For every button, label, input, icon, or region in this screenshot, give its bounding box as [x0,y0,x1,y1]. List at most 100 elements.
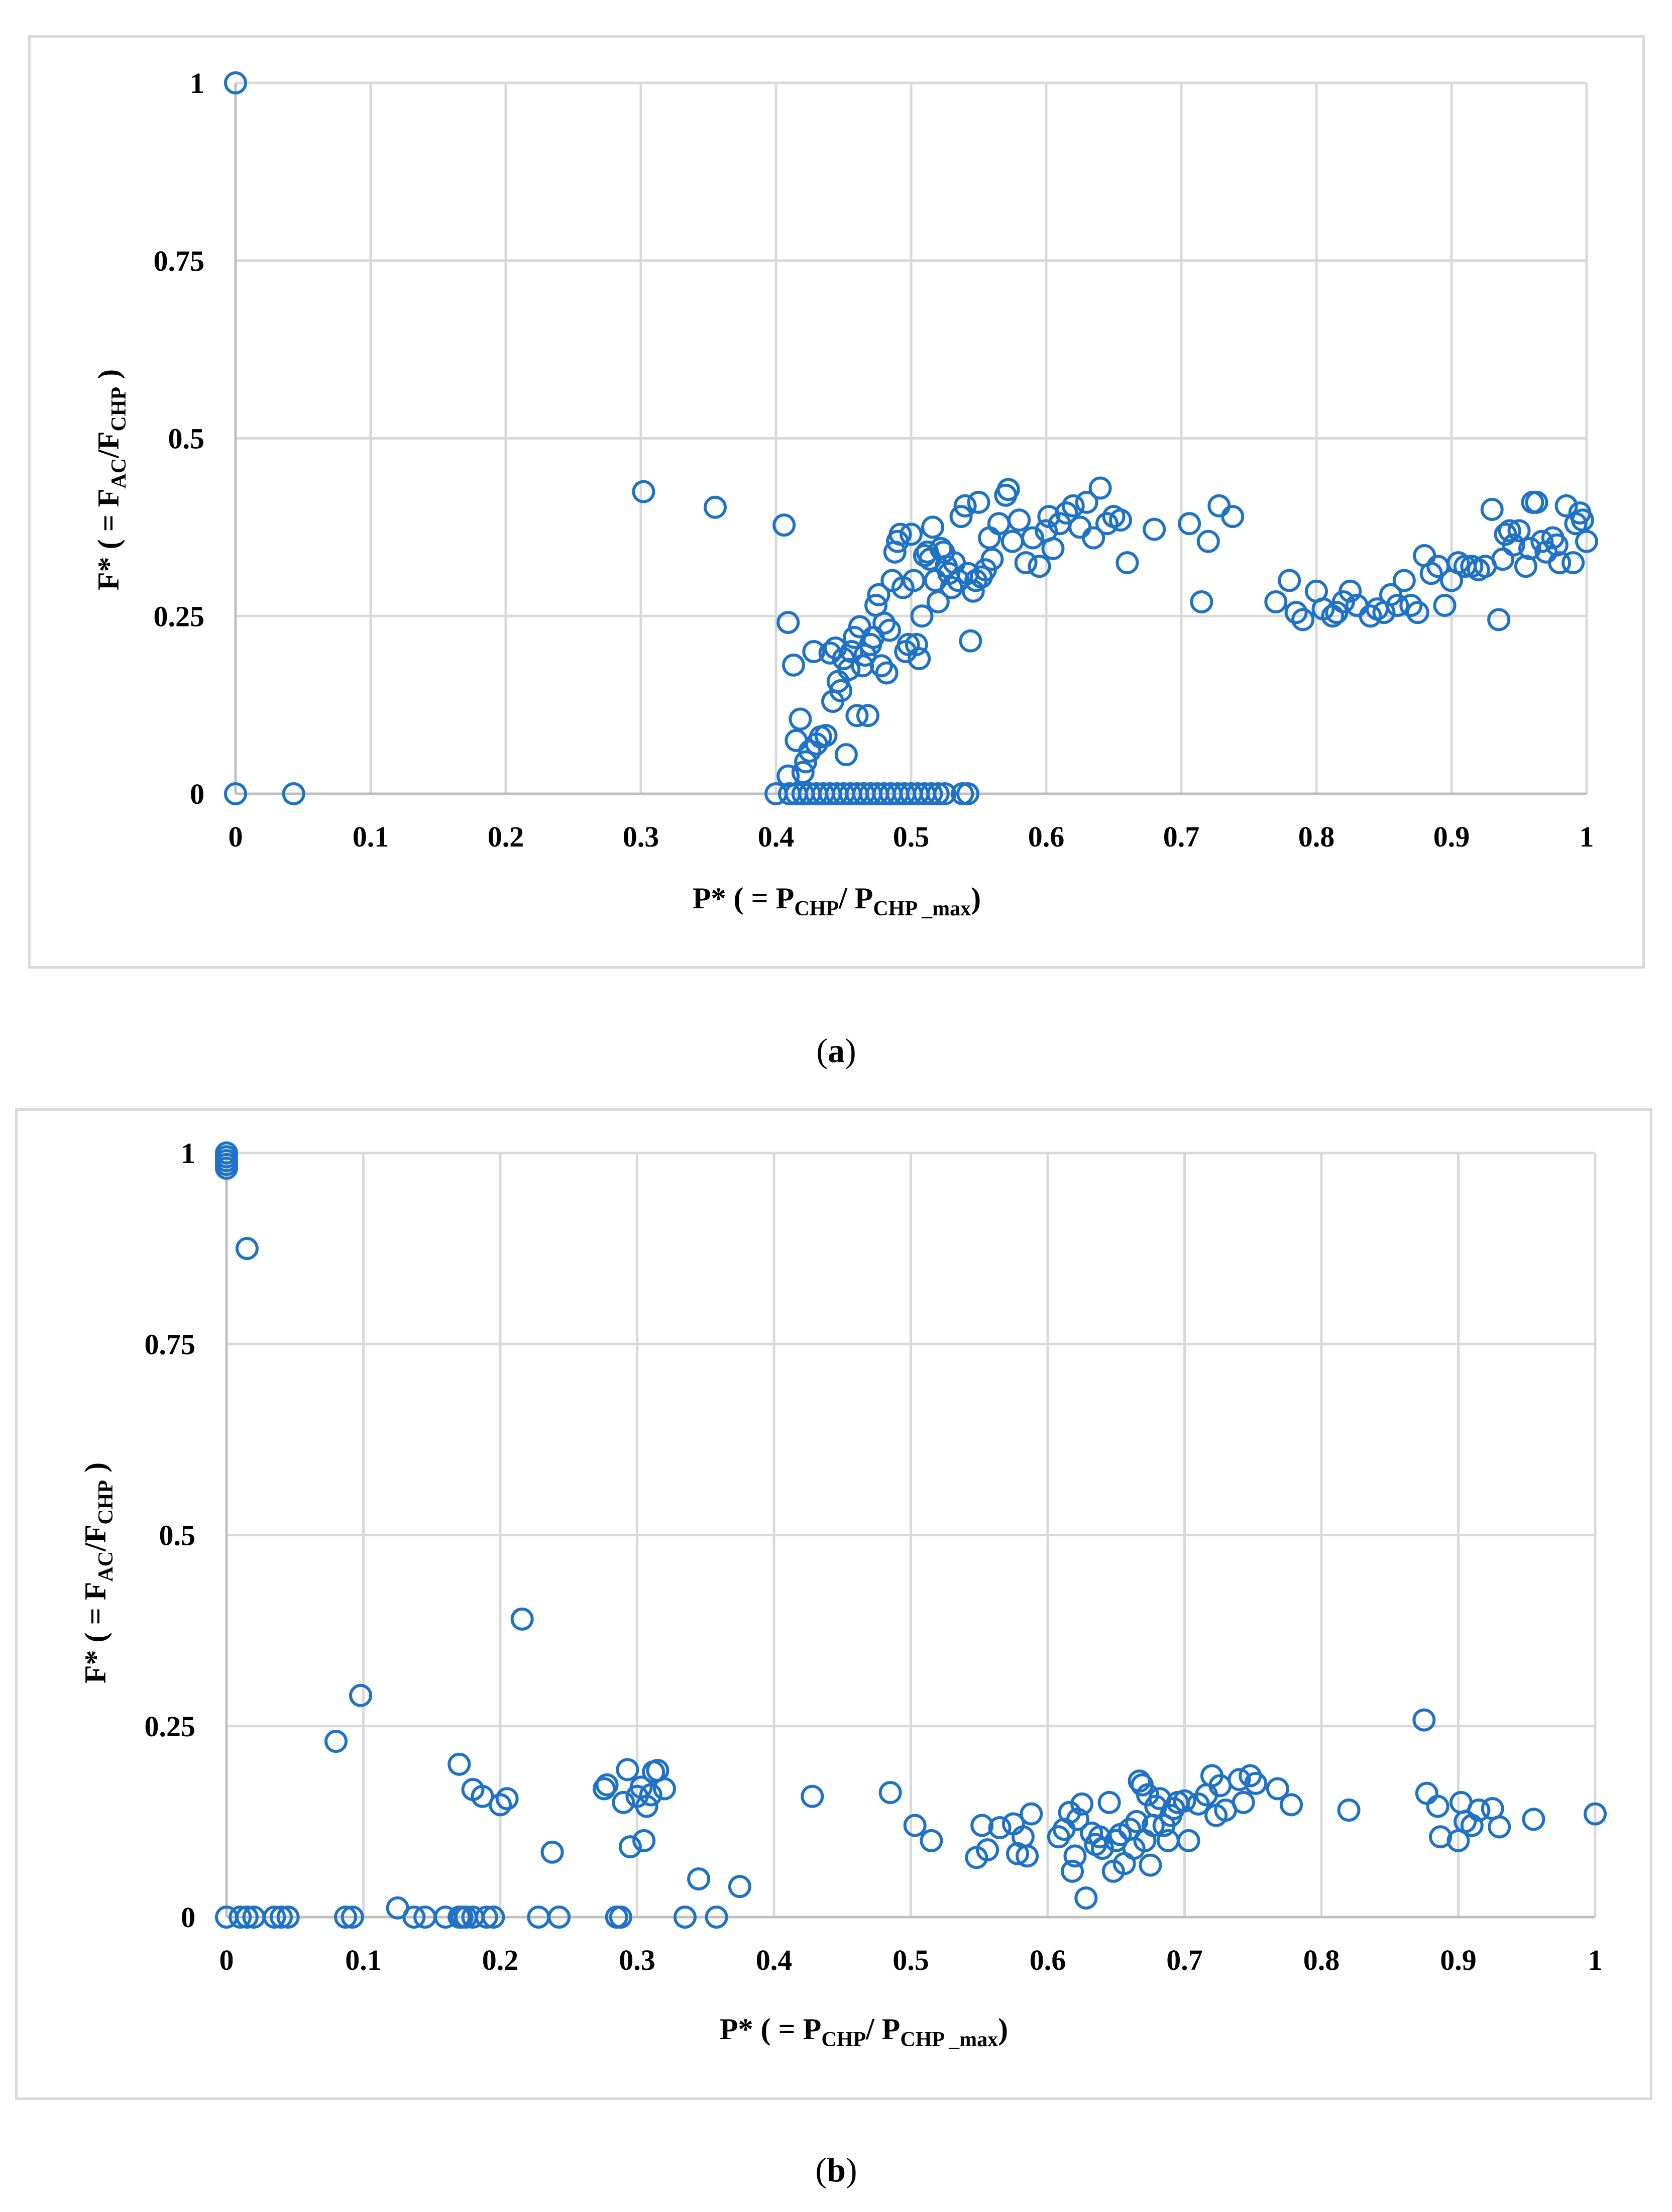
y-tick-label: 0.25 [145,1710,196,1743]
data-point [1221,505,1245,529]
data-point [782,653,805,677]
x-tick-label: 0.5 [893,1944,929,1976]
data-point [495,1787,519,1811]
data-point [1061,1859,1084,1883]
data-point [1014,551,1038,575]
data-point [980,548,1004,571]
data-point [1280,1793,1303,1817]
data-point [1545,533,1569,557]
data-point [263,1906,286,1929]
y-tick-label: 0.75 [145,1328,196,1360]
data-point [1125,1810,1149,1833]
data-point [1359,604,1382,628]
data-point [978,526,1001,550]
data-point [921,515,945,539]
data-point [687,1867,711,1890]
data-point [235,1237,259,1260]
data-point [834,743,858,767]
data-point [903,1814,927,1837]
data-point [229,1906,252,1929]
data-point [875,661,899,685]
data-point [1562,551,1585,575]
data-point [547,1906,571,1929]
data-point [900,522,923,546]
data-point [475,1906,498,1929]
data-point [1244,1771,1268,1795]
data-point [215,1156,238,1180]
data-point [967,490,990,514]
data-point [1095,512,1119,536]
x-tick-label: 0.4 [758,820,795,853]
data-point [334,1906,358,1929]
data-point [953,494,977,517]
data-point [785,728,808,752]
data-point [1530,530,1554,553]
y-tick-label: 0.5 [159,1519,196,1552]
data-point [1284,601,1308,624]
data-point [1584,1802,1607,1826]
data-point [618,1835,642,1859]
data-point [1190,590,1213,613]
data-point [837,658,861,681]
data-point [878,1781,902,1805]
x-tick-label: 0.9 [1440,1944,1477,1976]
y-tick-label: 0 [181,1901,195,1934]
y-tick-label: 0.5 [168,423,205,455]
x-tick-label: 0.9 [1433,820,1470,853]
data-point [1480,498,1504,521]
x-axis-label: P* ( = PCHP/ PCHP _max) [693,882,981,920]
data-point [653,1777,676,1801]
data-point [540,1840,564,1864]
x-tick-label: 0.3 [623,820,659,853]
data-point [1075,490,1098,514]
data-point [1415,1781,1438,1805]
data-point [341,1906,364,1929]
data-point [1399,594,1423,617]
data-point [1108,508,1132,532]
data-point [987,512,1011,536]
data-point [1136,1783,1159,1807]
data-point [905,633,928,656]
data-point [801,1784,824,1808]
y-axis-label: F* ( = FAC/FCHP ) [79,1462,118,1683]
data-point [1178,512,1201,536]
x-tick-label: 1 [1580,820,1594,853]
data-point [1091,1837,1114,1860]
data-point [856,704,879,727]
data-point [1339,579,1362,603]
data-point [1116,551,1139,575]
data-point [1507,519,1531,543]
data-point [482,1906,505,1929]
x-tick-label: 0.4 [756,1944,793,1976]
data-point [1575,530,1598,553]
data-point [1571,508,1594,532]
data-point [869,654,893,678]
data-point [988,1816,1012,1840]
data-point [1139,1853,1162,1877]
data-point [703,495,727,519]
data-point [888,522,912,546]
data-point [510,1607,534,1631]
data-point [829,679,853,702]
chart-panel-a: 0 0.1 0.2 0.3 0.4 0.5 0.6 0.7 0.8 0.9 1 0 0.25 0.5 0.7… [28,35,1645,969]
data-point [1070,1792,1094,1816]
y-axis-label: F* ( = FAC/FCHP ) [92,369,131,590]
data-point [282,782,305,805]
data-point [798,740,822,763]
data-point [612,1790,635,1814]
data-point [1177,1829,1200,1852]
x-tick-label: 0.8 [1303,1944,1340,1976]
data-point [1488,1815,1511,1839]
x-tick-label: 0.2 [482,1944,519,1976]
data-point [1055,501,1078,525]
data-point [1028,555,1051,578]
data-point [818,641,842,665]
data-point [1522,1808,1545,1831]
data-point [897,633,920,656]
data-point [910,604,934,628]
data-point [1000,530,1024,553]
data-point [1016,1844,1039,1868]
data-point [1196,530,1220,553]
x-tick-label: 0 [229,820,243,853]
data-point [1337,1799,1361,1822]
